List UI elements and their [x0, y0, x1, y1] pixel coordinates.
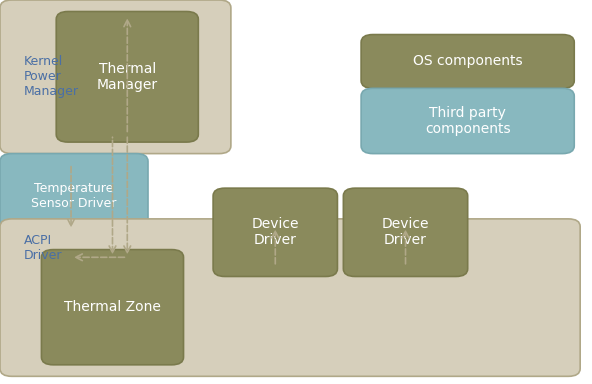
Text: ACPI
Driver: ACPI Driver [24, 234, 62, 262]
Text: Third party
components: Third party components [425, 106, 510, 136]
Text: Temperature
Sensor Driver: Temperature Sensor Driver [31, 182, 117, 210]
Text: Kernel
Power
Manager: Kernel Power Manager [24, 55, 79, 98]
FancyBboxPatch shape [56, 12, 198, 142]
Text: Device
Driver: Device Driver [382, 217, 429, 247]
Text: Thermal
Manager: Thermal Manager [96, 62, 158, 92]
Text: Device
Driver: Device Driver [252, 217, 299, 247]
FancyBboxPatch shape [213, 188, 337, 276]
Text: Thermal Zone: Thermal Zone [64, 300, 161, 314]
FancyBboxPatch shape [0, 219, 580, 376]
FancyBboxPatch shape [0, 154, 148, 238]
FancyBboxPatch shape [361, 88, 574, 154]
FancyBboxPatch shape [0, 0, 231, 154]
Text: OS components: OS components [413, 55, 523, 68]
FancyBboxPatch shape [361, 35, 574, 88]
FancyBboxPatch shape [343, 188, 468, 276]
FancyBboxPatch shape [41, 250, 184, 365]
